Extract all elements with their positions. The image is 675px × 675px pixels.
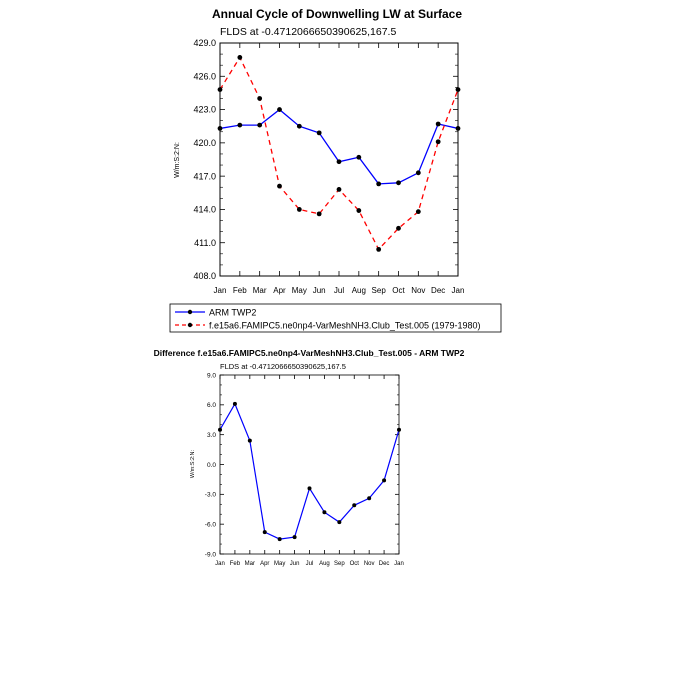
bottom-series-0-point [218, 427, 222, 432]
top-xtick-label: May [292, 286, 307, 295]
bottom-series-0-point [232, 401, 237, 406]
top-xtick-label: Mar [253, 286, 267, 295]
top-series-1-point [336, 187, 342, 192]
top-series-0-point [237, 122, 243, 128]
top-series-1-point [277, 183, 282, 189]
top-xtick-label: Jan [452, 286, 465, 295]
top-series-0-point [435, 121, 441, 127]
top-series-1-point [316, 211, 322, 217]
top-series-0-point [257, 122, 263, 128]
top-ytick-label: 426.0 [193, 71, 216, 81]
bottom-xtick-label: Jan [215, 561, 225, 567]
bottom-xtick-label: Aug [319, 561, 330, 567]
bottom-series-0-point [352, 503, 357, 508]
top-ytick-label: 429.0 [193, 38, 216, 48]
top-series-1-point [435, 139, 441, 145]
top-series-0-point [316, 130, 322, 136]
top-series-1-point [217, 87, 223, 92]
bottom-ytick-label: 3.0 [207, 432, 216, 439]
top-series-0-point [396, 180, 401, 186]
top-series-0-point [415, 170, 421, 176]
legend-marker-model [187, 322, 193, 328]
top-series-0-point [296, 123, 302, 129]
top-series-0-point [455, 126, 461, 131]
bottom-xtick-label: Apr [260, 561, 269, 567]
legend-entry-arm: ARM TWP2 [175, 308, 256, 318]
bottom-series-0-point [247, 438, 252, 443]
top-xtick-label: Feb [233, 286, 247, 295]
legend-box [169, 303, 502, 333]
top-xtick-label: Nov [411, 286, 425, 295]
top-chart-title: Annual Cycle of Downwelling LW at Surfac… [212, 7, 462, 21]
bottom-ytick-label: -6.0 [205, 521, 217, 528]
bottom-ytick-label: -9.0 [205, 551, 217, 558]
top-series-0-point [336, 159, 342, 165]
top-series-1-point [296, 207, 302, 212]
top-series-line-1 [219, 56, 459, 251]
bottom-ytick-label: 9.0 [207, 372, 216, 379]
top-series-0-point [376, 181, 382, 187]
top-ytick-label: 420.0 [193, 138, 216, 148]
bottom-series-0-point [397, 427, 401, 432]
bottom-xtick-label: Feb [230, 561, 241, 567]
legend-label-arm: ARM TWP2 [209, 308, 256, 318]
top-xtick-label: Jan [214, 286, 227, 295]
top-ytick-label: 417.0 [193, 171, 216, 181]
bottom-chart-title: Difference f.e15a6.FAMIPC5.ne0np4-VarMes… [154, 348, 465, 358]
bottom-xtick-label: Nov [364, 561, 375, 567]
legend-entry-model: f.e15a6.FAMIPC5.ne0np4-VarMeshNH3.Club_T… [175, 321, 481, 331]
top-chart-subtitle: FLDS at -0.4712066650390625,167.5 [220, 26, 396, 38]
top-series-0-point [217, 126, 223, 131]
bottom-plot-frame [219, 374, 400, 555]
bottom-xtick-label: Oct [350, 561, 360, 567]
bottom-xtick-label: May [274, 561, 285, 567]
top-xtick-label: Dec [431, 286, 445, 295]
top-series-1-point [455, 87, 461, 92]
legend-marker-arm [187, 309, 193, 315]
legend-label-model: f.e15a6.FAMIPC5.ne0np4-VarMeshNH3.Club_T… [209, 321, 481, 331]
top-series-1-point [376, 246, 382, 252]
bottom-series-0-point [337, 520, 342, 525]
top-xtick-label: Apr [273, 286, 286, 295]
bottom-xtick-label: Sep [334, 561, 345, 567]
top-series-1-point [237, 55, 243, 60]
bottom-xtick-label: Jan [394, 561, 404, 567]
bottom-series-line-0 [219, 402, 400, 540]
bottom-series-0-point [382, 478, 387, 483]
bottom-xtick-label: Mar [245, 561, 255, 567]
top-ytick-label: 411.0 [194, 238, 216, 248]
bottom-ytick-label: 0.0 [207, 462, 216, 469]
top-ytick-label: 414.0 [193, 205, 216, 215]
top-series-1-point [257, 96, 263, 101]
bottom-series-0-point [307, 486, 312, 491]
bottom-series-0-point [367, 496, 372, 501]
top-ytick-label: 408.0 [193, 271, 216, 281]
top-xtick-label: Aug [352, 286, 366, 295]
bottom-series-0-point [277, 537, 282, 542]
bottom-y-axis-label: W/m:S:2:N: [190, 449, 196, 478]
top-xtick-label: Jul [334, 286, 344, 295]
top-xtick-label: Oct [392, 286, 405, 295]
bottom-xtick-label: Jun [290, 561, 300, 567]
top-series-line-0 [219, 108, 459, 185]
bottom-xtick-label: Jul [306, 561, 314, 567]
top-y-axis-label: W/m:S:2:N: [174, 142, 181, 178]
top-series-1-point [415, 209, 421, 215]
bottom-chart-subtitle: FLDS at -0.4712066650390625,167.5 [220, 362, 346, 371]
top-xtick-label: Sep [372, 286, 387, 295]
top-series-1-point [356, 208, 362, 213]
top-series-1-point [396, 225, 401, 231]
top-series-0-point [277, 107, 282, 112]
bottom-series-0-point [262, 530, 267, 535]
top-series-0-point [356, 154, 362, 160]
top-ytick-label: 423.0 [193, 105, 216, 115]
bottom-series-0-point [292, 535, 297, 540]
top-xtick-label: Jun [313, 286, 326, 295]
bottom-ytick-label: -3.0 [205, 492, 217, 499]
bottom-xtick-label: Dec [379, 561, 390, 567]
bottom-ytick-label: 6.0 [207, 402, 216, 409]
bottom-series-0-point [322, 510, 327, 515]
